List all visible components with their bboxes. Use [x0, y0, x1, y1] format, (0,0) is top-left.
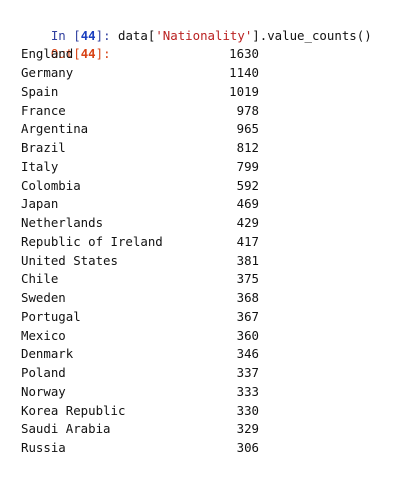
nationality-label: Korea Republic	[21, 402, 126, 418]
output-row: Republic of Ireland 417	[21, 233, 407, 252]
nationality-label: France	[21, 102, 66, 118]
count-value: 799	[236, 158, 259, 174]
nationality-label: United States	[21, 252, 118, 268]
count-value: 469	[236, 196, 259, 212]
input-line[interactable]: In [44]: data['Nationality'].value_count…	[21, 8, 407, 43]
nationality-label: Russia	[21, 440, 66, 456]
output-row: Denmark 346	[21, 345, 407, 364]
output-row: Russia 306	[21, 439, 407, 458]
count-value: 429	[236, 215, 259, 231]
nationality-label: Argentina	[21, 121, 89, 137]
count-value: 330	[236, 402, 259, 418]
output-row: Colombia 592	[21, 177, 407, 196]
count-value: 375	[236, 271, 259, 287]
output-row: United States 381	[21, 252, 407, 271]
count-value: 965	[236, 121, 259, 137]
count-value: 1630	[229, 46, 259, 62]
output-row: Italy 799	[21, 158, 407, 177]
nationality-label: Chile	[21, 271, 59, 287]
output-prompt-line: Out[44]:	[21, 27, 407, 61]
nationality-label: Spain	[21, 83, 59, 99]
nationality-label: Italy	[21, 158, 59, 174]
notebook-cell: In [44]: data['Nationality'].value_count…	[21, 8, 407, 458]
nationality-label: Denmark	[21, 346, 74, 362]
nationality-label: Sweden	[21, 290, 66, 306]
input-execution-count: 44	[80, 27, 96, 43]
count-value: 333	[236, 383, 259, 399]
nationality-label: Portugal	[21, 308, 81, 324]
count-value: 592	[236, 177, 259, 193]
output-row: Sweden 368	[21, 289, 407, 308]
output-prompt: Out[44]:	[50, 46, 111, 62]
count-value: 978	[236, 102, 259, 118]
input-prompt: In [44]:	[50, 27, 118, 43]
count-value: 812	[236, 140, 259, 156]
count-value: 1140	[229, 65, 259, 81]
output-row: Korea Republic 330	[21, 402, 407, 421]
output-row: Mexico 360	[21, 327, 407, 346]
output-row: France 978	[21, 102, 407, 121]
code-suffix: ].value_counts()	[252, 27, 372, 43]
nationality-label: Mexico	[21, 327, 66, 343]
nationality-label: Brazil	[21, 140, 66, 156]
output-row: Japan 469	[21, 195, 407, 214]
output-execution-count: 44	[80, 46, 96, 62]
count-value: 1019	[229, 83, 259, 99]
nationality-label: Republic of Ireland	[21, 233, 163, 249]
output-row: Norway 333	[21, 383, 407, 402]
output-row: Netherlands 429	[21, 214, 407, 233]
count-value: 329	[236, 421, 259, 437]
output-row: Portugal 367	[21, 308, 407, 327]
count-value: 368	[236, 290, 259, 306]
output-row: Argentina 965	[21, 120, 407, 139]
output-row: England 1630	[21, 45, 407, 64]
output-row: Saudi Arabia 329	[21, 420, 407, 439]
nationality-label: Germany	[21, 65, 74, 81]
count-value: 360	[236, 327, 259, 343]
output-prompt-label: Out	[50, 46, 74, 62]
nationality-label: Norway	[21, 383, 66, 399]
nationality-label: Saudi Arabia	[21, 421, 111, 437]
count-value: 417	[236, 233, 259, 249]
value-counts-output: England 1630 Germany 1140 Spain 1019 France 978…	[21, 45, 407, 458]
count-value: 337	[236, 365, 259, 381]
output-row: Spain 1019	[21, 83, 407, 102]
count-value: 346	[236, 346, 259, 362]
code-string-literal: 'Nationality'	[155, 27, 253, 43]
output-row: Brazil 812	[21, 139, 407, 158]
count-value: 381	[236, 252, 259, 268]
nationality-label: Poland	[21, 365, 66, 381]
count-value: 367	[236, 308, 259, 324]
nationality-label: Netherlands	[21, 215, 104, 231]
output-row: Poland 337	[21, 364, 407, 383]
output-row: Germany 1140	[21, 64, 407, 83]
output-row: Chile 375	[21, 270, 407, 289]
nationality-label: Colombia	[21, 177, 81, 193]
code-prefix: data[	[118, 27, 156, 43]
input-prompt-label: In	[50, 27, 66, 43]
count-value: 306	[236, 440, 259, 456]
nationality-label: England	[21, 46, 74, 62]
nationality-label: Japan	[21, 196, 59, 212]
